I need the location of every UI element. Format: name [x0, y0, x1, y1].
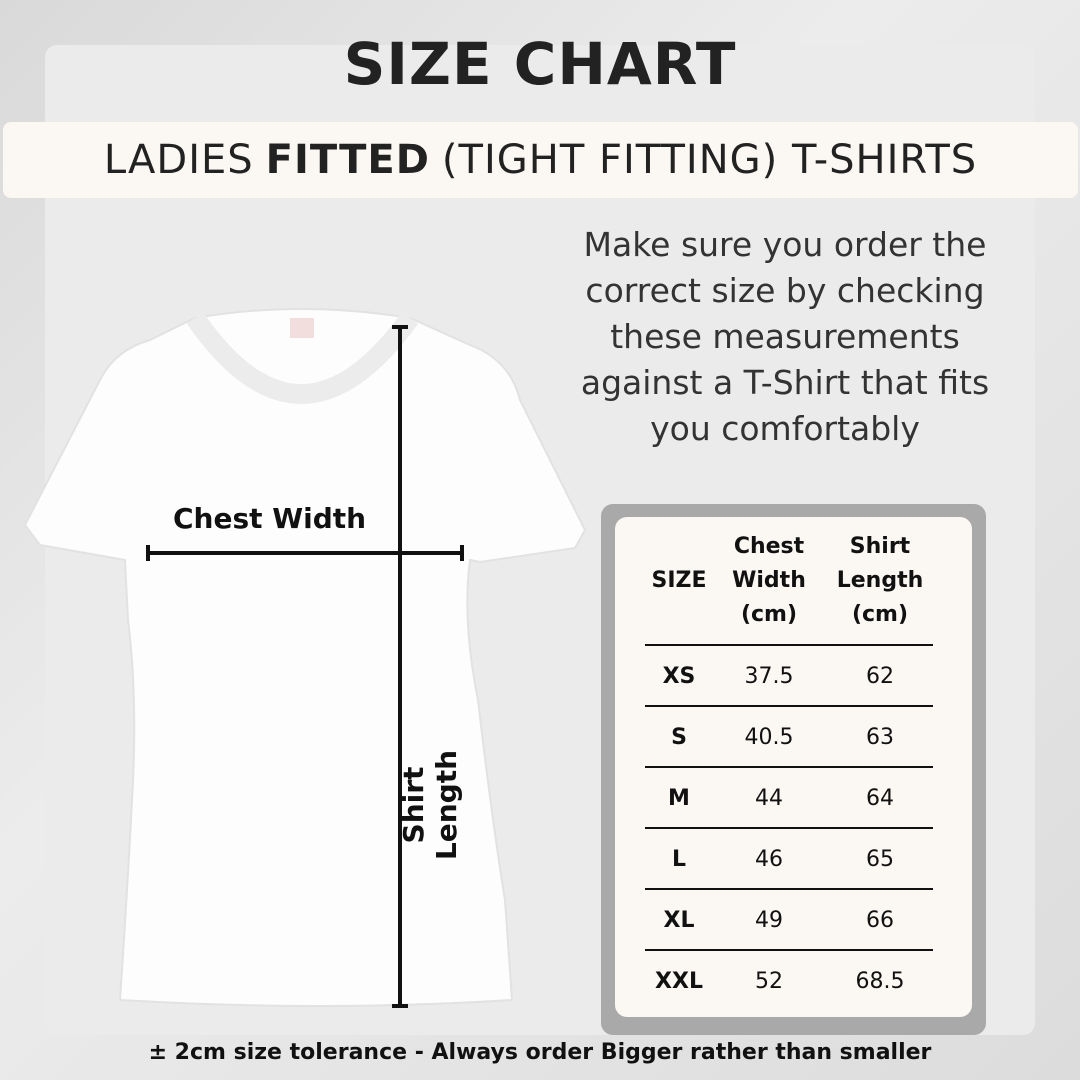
cell-length: 64	[866, 786, 894, 811]
tolerance-note: ± 2cm size tolerance - Always order Bigg…	[148, 1040, 932, 1065]
cell-chest: 44	[755, 786, 783, 811]
intro-line: Make sure you order the	[583, 225, 987, 264]
label-tag	[290, 318, 314, 338]
cell-length: 68.5	[855, 969, 905, 994]
cell-chest: 49	[755, 908, 783, 933]
intro-line: you comfortably	[650, 409, 920, 448]
intro-line: against a T-Shirt that fits	[580, 363, 990, 402]
subtitle-post: (TIGHT FITTING) T-SHIRTS	[441, 137, 978, 183]
tshirt-diagram	[23, 308, 587, 1008]
intro-text: Make sure you order the correct size by …	[530, 222, 1040, 452]
cell-size: L	[671, 847, 687, 872]
cell-size: S	[671, 725, 687, 750]
subtitle-bold: FITTED	[265, 137, 430, 183]
cell-chest: 46	[755, 847, 783, 872]
shirt-length-label: Shirt Length	[397, 749, 463, 861]
cell-size: XS	[662, 664, 696, 689]
table-row: XL 49 66	[645, 888, 933, 949]
subtitle-pre: LADIES	[103, 137, 254, 183]
subtitle-banner: LADIES FITTED (TIGHT FITTING) T-SHIRTS	[3, 122, 1078, 198]
table-row: S 40.5 63	[645, 705, 933, 766]
header-chest: Chest Width (cm)	[732, 534, 806, 627]
cell-chest: 40.5	[744, 725, 794, 750]
table-row: XXL 52 68.5	[645, 949, 933, 1010]
table-row: M 44 64	[645, 766, 933, 827]
table-row: XS 37.5 62	[645, 644, 933, 705]
cell-length: 62	[866, 664, 894, 689]
cell-length: 66	[866, 908, 894, 933]
cell-length: 63	[866, 725, 894, 750]
chest-width-label: Chest Width	[173, 502, 367, 535]
cell-chest: 52	[755, 969, 783, 994]
header-length: Shirt Length (cm)	[836, 534, 924, 627]
cell-size: XL	[663, 908, 695, 933]
intro-line: correct size by checking	[585, 271, 985, 310]
table-row: L 46 65	[645, 827, 933, 888]
cell-size: XXL	[655, 969, 703, 994]
cell-size: M	[668, 786, 690, 811]
page-title: SIZE CHART	[343, 30, 737, 98]
intro-line: these measurements	[610, 317, 960, 356]
cell-chest: 37.5	[744, 664, 794, 689]
tshirt-image	[23, 308, 587, 1007]
cell-length: 65	[866, 847, 894, 872]
header-size: SIZE	[651, 568, 707, 593]
